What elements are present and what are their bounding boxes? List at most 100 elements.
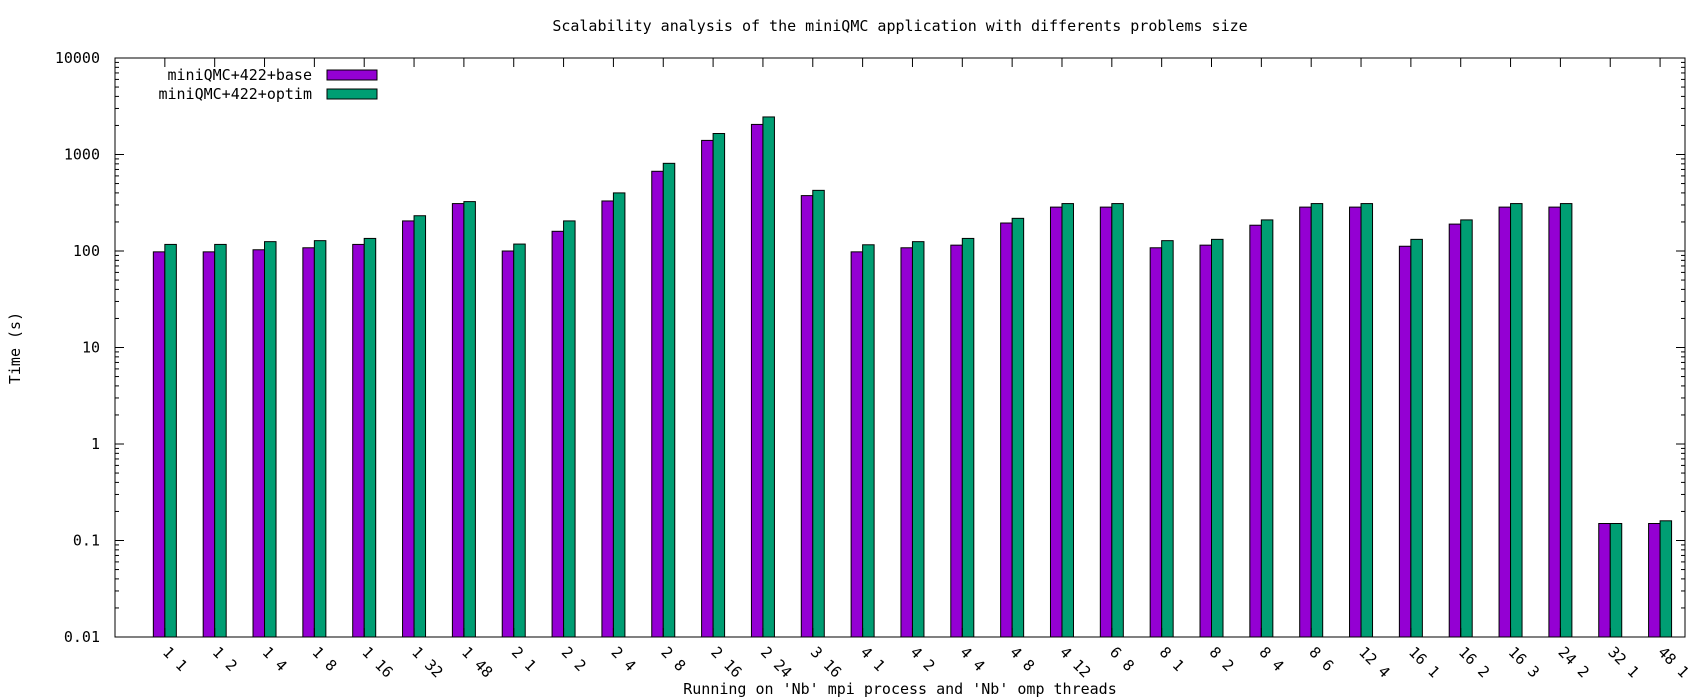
x-tick-label: 12 4 [1355, 643, 1393, 681]
bar-optim [612, 192, 626, 638]
bar-base [1498, 206, 1512, 638]
bar-optim [1360, 203, 1374, 638]
x-tick-label: 4 2 [907, 643, 939, 675]
y-axis-ticks: 0.01 0.1 1 10 100 1000 10000 [55, 49, 1685, 646]
x-tick-label: 1 48 [458, 643, 496, 681]
bar-optim [862, 244, 875, 638]
bar-optim [1310, 203, 1324, 638]
bar-base [850, 251, 864, 638]
bar-optim [264, 241, 277, 638]
bar-base [1448, 223, 1462, 638]
bar-optim [1161, 240, 1174, 638]
x-tick-label: 3 16 [807, 643, 845, 681]
x-tick-label: 16 2 [1455, 643, 1493, 681]
bar-optim [1510, 203, 1523, 638]
bar-base [551, 230, 565, 638]
y-tick-label: 1000 [64, 146, 100, 164]
bar-base [1648, 523, 1661, 638]
legend-label-base: miniQMC+422+base [168, 66, 313, 84]
bar-base [1049, 206, 1063, 638]
y-tick-label: 10 [82, 339, 100, 357]
bar-base [1099, 206, 1113, 638]
x-tick-label: 32 1 [1604, 643, 1642, 681]
chart-title: Scalability analysis of the miniQMC appl… [552, 17, 1247, 35]
bar-base [451, 203, 465, 638]
bar-optim [1061, 203, 1074, 638]
bar-base [1349, 206, 1362, 638]
x-tick-label: 4 1 [857, 643, 889, 675]
bar-optim [911, 241, 925, 638]
bar-optim [363, 237, 377, 638]
bar-optim [513, 243, 526, 638]
bar-base [1598, 523, 1611, 638]
legend-swatch-optim [326, 88, 378, 100]
bars [152, 116, 1673, 638]
bar-optim [1559, 203, 1573, 638]
bar-base [950, 244, 963, 638]
bar-base [352, 243, 365, 638]
bar-base [152, 251, 166, 638]
bar-base [900, 247, 913, 638]
bar-optim [961, 237, 975, 638]
bar-optim [164, 243, 177, 638]
y-tick-label: 1 [91, 435, 100, 453]
bar-optim [463, 201, 476, 638]
bar-optim [762, 116, 775, 638]
x-tick-label: 24 2 [1555, 643, 1593, 681]
x-tick-label: 16 3 [1505, 643, 1543, 681]
x-tick-label: 8 6 [1305, 643, 1337, 675]
bar-base [601, 200, 614, 638]
y-tick-label: 0.01 [64, 628, 100, 646]
x-tick-label: 2 1 [508, 643, 540, 675]
x-tick-label: 48 1 [1654, 643, 1692, 681]
bar-optim [563, 220, 576, 638]
bar-optim [1260, 219, 1274, 638]
x-axis-label: Running on 'Nb' mpi process and 'Nb' omp… [683, 680, 1116, 698]
bar-base [1000, 222, 1013, 638]
bar-optim [1410, 238, 1423, 638]
bar-base [1299, 206, 1312, 638]
bar-optim [1211, 238, 1224, 638]
y-tick-label: 0.1 [73, 532, 100, 550]
bar-base [1249, 224, 1262, 638]
x-tick-label: 1 32 [408, 643, 446, 681]
x-tick-label: 1 4 [259, 643, 291, 675]
bar-base [402, 220, 415, 638]
bar-base [501, 250, 515, 638]
x-tick-label: 8 2 [1206, 643, 1238, 675]
bar-base [252, 249, 266, 638]
legend: miniQMC+422+base miniQMC+422+optim [158, 66, 378, 103]
x-tick-label: 6 8 [1106, 643, 1138, 675]
y-tick-label: 100 [73, 242, 100, 260]
bar-optim [1460, 219, 1473, 638]
x-tick-label: 4 12 [1056, 643, 1094, 681]
x-tick-label: 1 8 [309, 643, 341, 675]
x-tick-label: 1 2 [209, 643, 241, 675]
bar-optim [1011, 217, 1025, 638]
bar-base [800, 195, 814, 638]
plot-frame [114, 57, 1686, 638]
legend-swatch-base [326, 69, 378, 81]
x-tick-label: 16 1 [1405, 643, 1443, 681]
x-tick-label: 8 4 [1256, 643, 1288, 675]
bar-optim [662, 162, 676, 638]
bar-optim [413, 215, 427, 638]
bar-base [1149, 247, 1163, 638]
x-tick-label: 4 8 [1006, 643, 1038, 675]
bar-optim [1111, 203, 1124, 638]
bar-base [1398, 245, 1412, 638]
bar-base [1548, 206, 1561, 638]
x-tick-label: 2 8 [657, 643, 689, 675]
bar-optim [712, 133, 726, 638]
x-tick-label: 2 16 [707, 643, 745, 681]
bar-base [750, 123, 764, 638]
y-axis-label: Time (s) [6, 312, 24, 384]
bar-base [1199, 244, 1213, 638]
x-tick-label: 1 1 [159, 643, 191, 675]
x-tick-label: 2 24 [757, 643, 795, 681]
bar-optim [1609, 523, 1623, 638]
y-tick-label: 10000 [55, 49, 100, 67]
bar-optim [214, 243, 227, 638]
bar-base [302, 247, 315, 638]
x-tick-label: 8 1 [1156, 643, 1188, 675]
